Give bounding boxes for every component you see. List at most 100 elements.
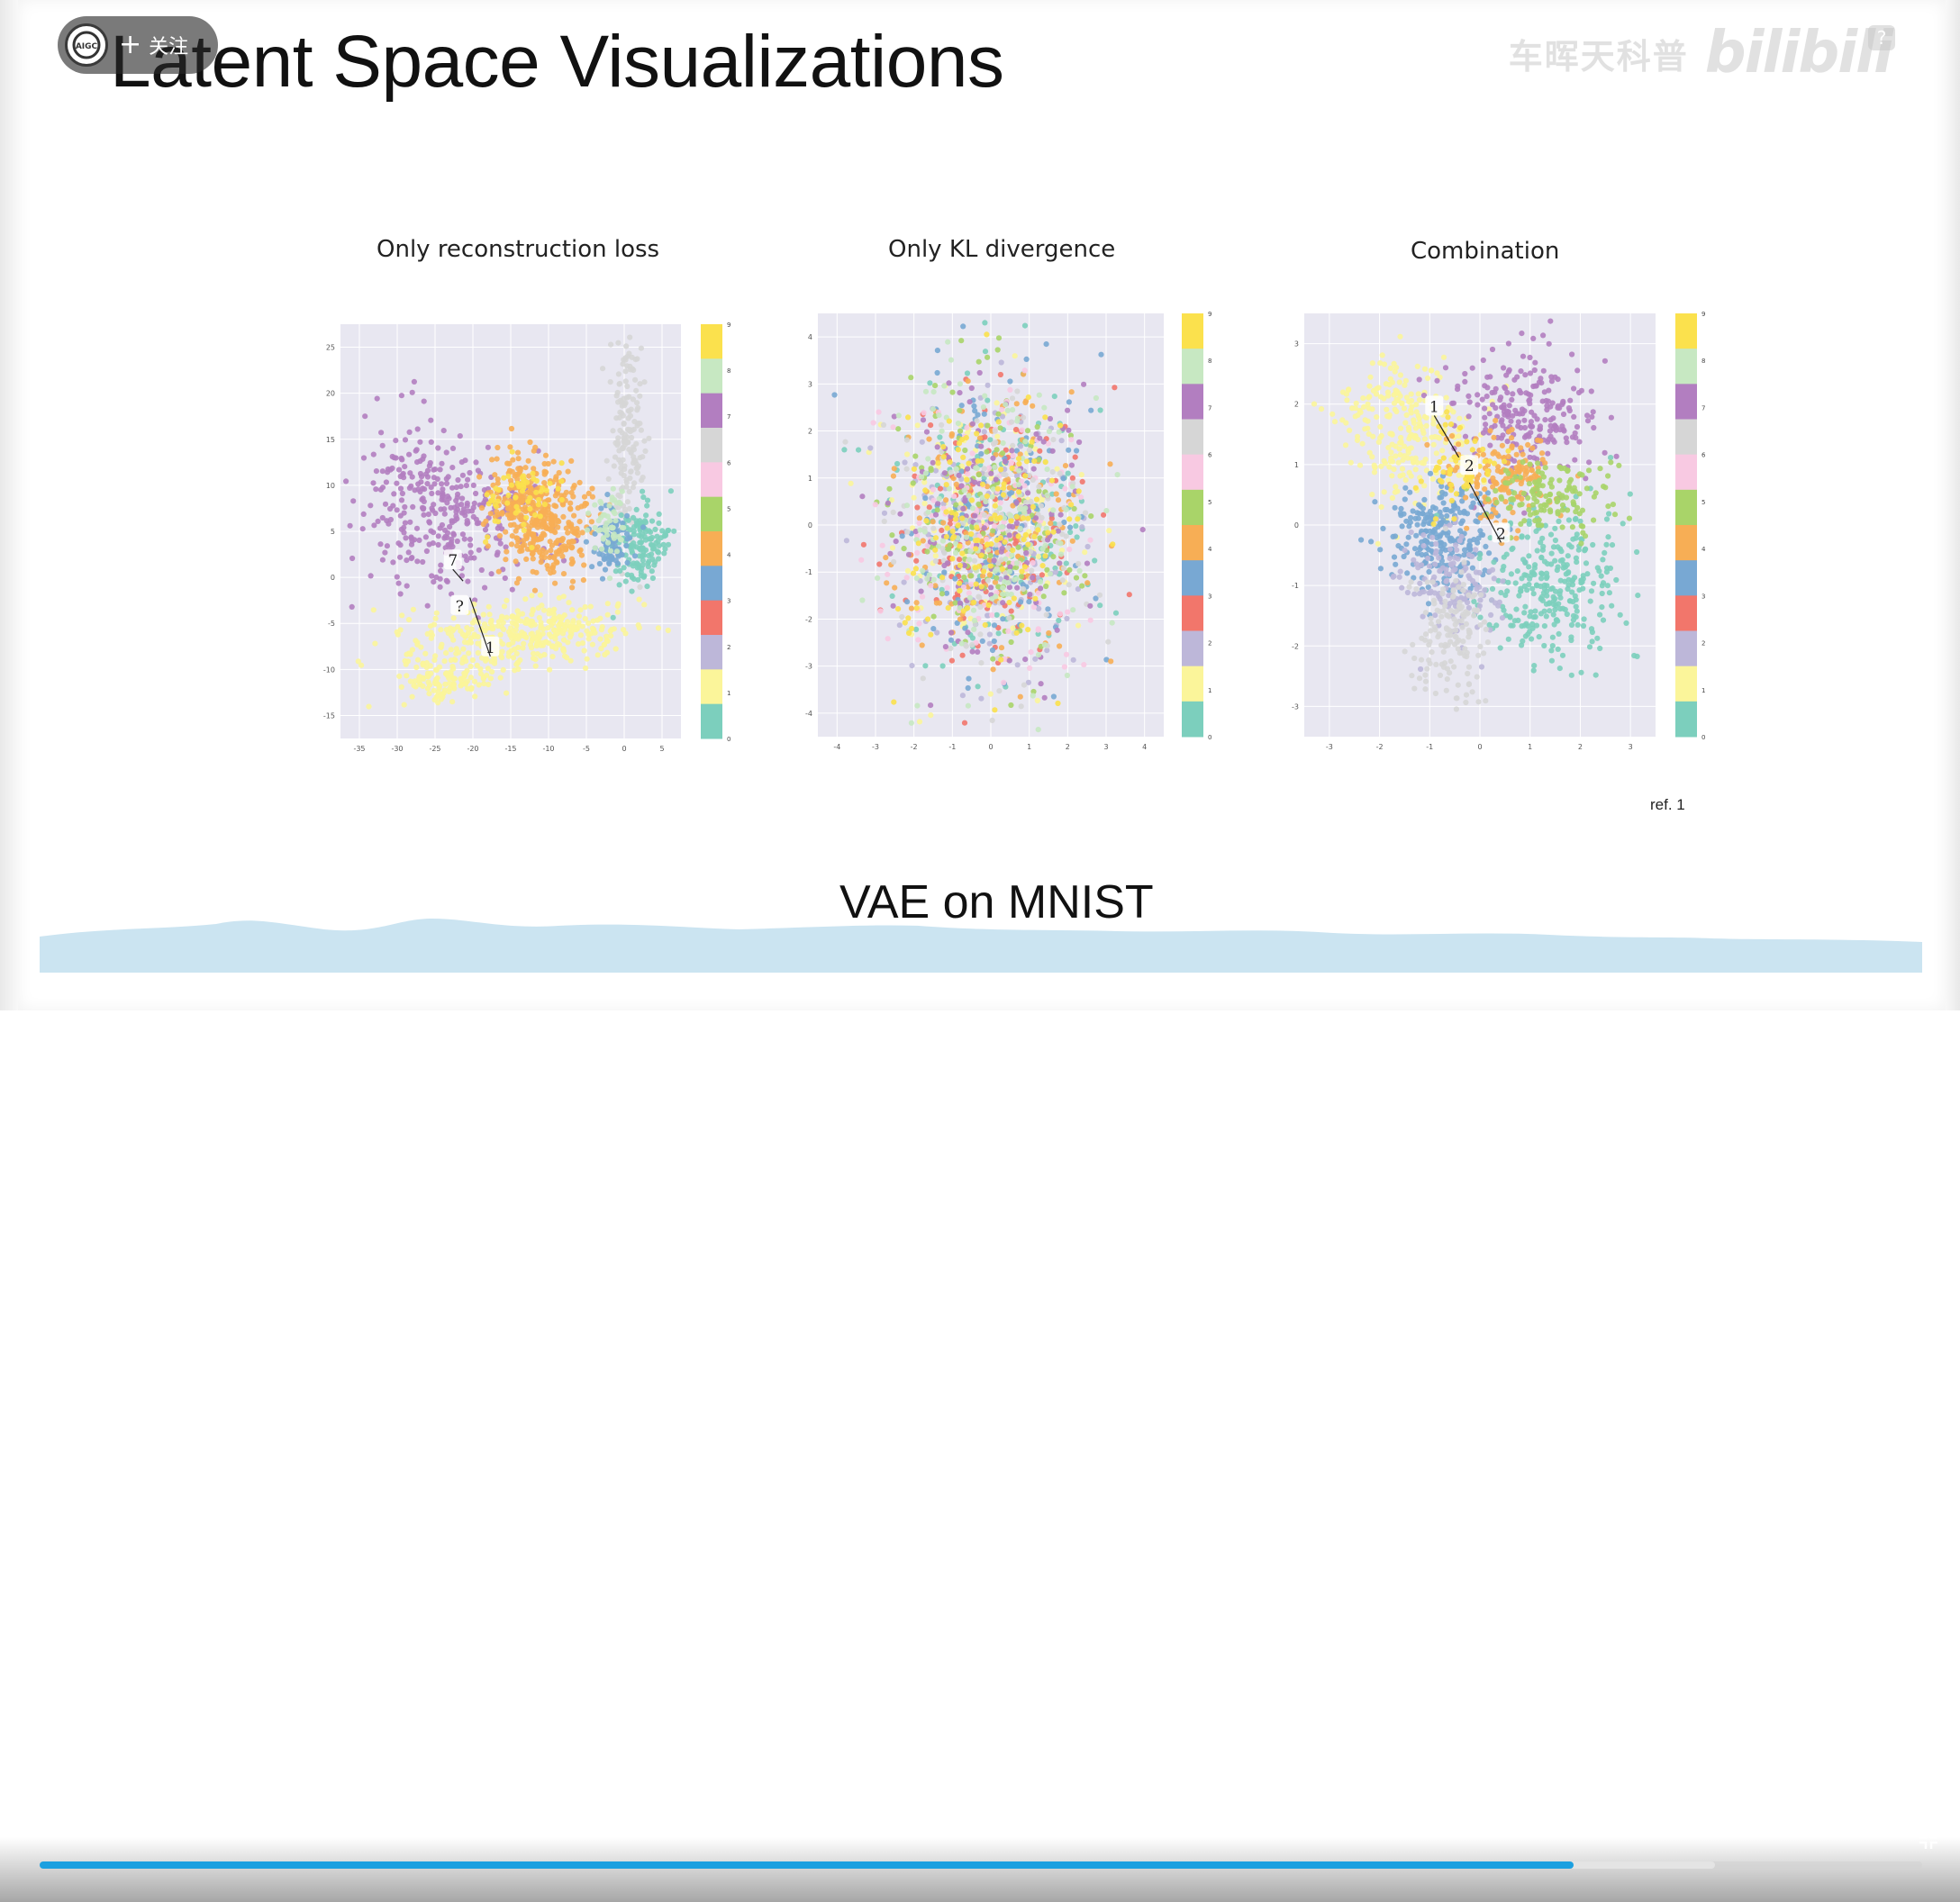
scatter-point (608, 379, 613, 385)
scatter-point (1460, 639, 1465, 644)
scatter-point (1003, 472, 1008, 477)
scatter-point (1402, 406, 1407, 412)
scatter-point (1576, 439, 1582, 445)
scatter-point (959, 403, 965, 408)
scatter-point (1006, 615, 1012, 620)
scatter-point (1411, 686, 1417, 692)
scatter-point (650, 575, 656, 581)
scatter-point (1073, 523, 1078, 529)
scatter-point (380, 468, 386, 474)
scatter-point (983, 622, 988, 628)
scatter-point (1418, 666, 1423, 672)
watermark-channel: 车晖天科普 (1509, 29, 1689, 78)
scatter-point (567, 634, 573, 639)
scatter-point (404, 584, 410, 589)
scatter-point (957, 617, 963, 622)
scatter-point (1444, 688, 1449, 693)
scatter-point (510, 449, 515, 455)
scatter-point (1000, 600, 1005, 605)
scatter-point (965, 370, 970, 376)
scatter-point (444, 500, 449, 505)
scatter-point (431, 657, 437, 663)
scatter-point (1377, 424, 1383, 430)
scatter-point (646, 436, 651, 441)
scatter-point (1019, 623, 1024, 629)
scatter-point (558, 620, 563, 626)
scatter-point (1435, 608, 1440, 613)
scatter-point (1556, 519, 1561, 524)
scatter-point (948, 510, 954, 515)
scatter-point (1428, 509, 1433, 514)
scatter-point (968, 573, 974, 578)
scatter-point (529, 593, 534, 598)
scatter-point (420, 457, 425, 462)
scatter-point (891, 603, 896, 609)
scatter-point (1414, 409, 1420, 414)
scatter-point (913, 566, 919, 571)
scatter-point (1027, 592, 1032, 597)
scatter-point (1501, 365, 1506, 370)
scatter-point (1428, 661, 1433, 666)
scatter-point (915, 422, 921, 428)
scatter-point (1484, 375, 1490, 380)
scatter-point (1481, 358, 1486, 363)
scatter-point (507, 444, 513, 449)
scatter-point (488, 511, 494, 516)
scatter-point (617, 582, 622, 587)
scatter-point (1372, 463, 1377, 468)
scatter-point (513, 504, 519, 510)
scatter-point (396, 467, 402, 473)
scatter-point (942, 470, 948, 476)
scatter-point (421, 512, 426, 518)
scatter-point (1472, 593, 1477, 598)
scatter-point (1403, 477, 1409, 483)
scatter-point (958, 338, 964, 343)
scatter-point (1466, 413, 1472, 419)
scatter-point (1452, 642, 1457, 648)
scatter-point (971, 600, 976, 605)
scatter-point (631, 457, 637, 463)
scatter-point (1429, 616, 1434, 621)
scatter-point (924, 548, 930, 554)
scatter-point (987, 631, 993, 637)
scatter-point (1400, 523, 1405, 529)
scatter-point (1098, 352, 1103, 358)
scatter-point (1353, 405, 1358, 411)
x-tick-label: 0 (988, 743, 993, 751)
scatter-point (1396, 460, 1402, 466)
scatter-point (1602, 450, 1608, 456)
scatter-point (1029, 649, 1034, 655)
scatter-point (1020, 428, 1025, 433)
scatter-point (522, 465, 528, 470)
scatter-point (621, 627, 626, 632)
scatter-point (490, 494, 495, 499)
help-button[interactable]: ? (1868, 25, 1895, 50)
scatter-point (640, 524, 646, 530)
scatter-point (479, 505, 485, 511)
scatter-point (1002, 539, 1007, 545)
scatter-point (1398, 511, 1403, 516)
scatter-point (641, 379, 647, 385)
scatter-point (465, 518, 470, 523)
scatter-point (640, 475, 646, 480)
scatter-point (939, 528, 944, 533)
scatter-point (1504, 552, 1510, 557)
scatter-point (411, 683, 416, 688)
scatter-point (969, 385, 975, 391)
scatter-point (1443, 526, 1448, 531)
scatter-point (1026, 394, 1031, 400)
channel-avatar[interactable]: AIGC (65, 23, 108, 67)
scatter-point (943, 644, 948, 649)
scatter-point (1007, 532, 1012, 538)
avatar-logo-icon: AIGC (71, 30, 102, 60)
scatter-point (498, 632, 504, 638)
scatter-point (414, 526, 420, 531)
scatter-point (1036, 484, 1041, 489)
follow-button[interactable]: AIGC + 关注 (58, 16, 218, 74)
scatter-point (1374, 392, 1379, 397)
scatter-point (348, 523, 353, 529)
scatter-point (435, 445, 440, 450)
scatter-point (368, 503, 373, 508)
scatter-point (1473, 547, 1478, 552)
